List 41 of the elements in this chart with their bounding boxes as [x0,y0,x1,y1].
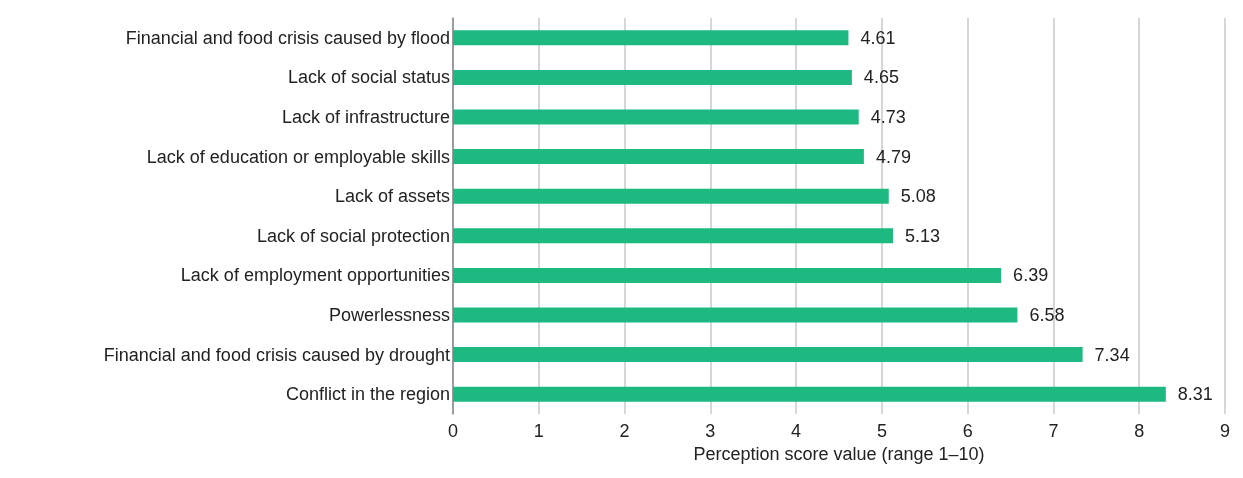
y-tick-label: Conflict in the region [285,384,450,405]
bar [453,386,1166,402]
x-tick-label: 7 [1048,421,1059,441]
y-tick-label: Lack of social protection [256,225,450,246]
bar [453,149,864,165]
x-tick-label: 6 [962,421,973,441]
data-label: 8.31 [1177,384,1213,405]
y-tick-label: Lack of employment opportunities [180,265,450,286]
bar [453,307,1018,323]
x-tick-label: 3 [705,421,716,441]
bar [453,30,849,46]
x-tick-label: 5 [876,421,887,441]
bar [453,109,859,125]
x-tick-label: 8 [1134,421,1145,441]
x-tick-label: 1 [533,421,544,441]
data-label: 5.13 [905,225,941,246]
x-tick-label: 2 [619,421,630,441]
bar [453,188,889,204]
y-tick-label: Financial and food crisis caused by drought [103,344,450,365]
y-tick-label: Lack of infrastructure [281,107,450,127]
data-label: 7.34 [1094,344,1130,365]
x-tick-label: 9 [1219,421,1231,441]
data-label: 6.39 [1013,265,1049,286]
y-tick-label: Lack of education or employable skills [146,146,450,167]
bar [453,347,1083,363]
data-label: 4.61 [860,27,896,48]
y-tick-label: Powerlessness [328,305,450,325]
data-label: 6.58 [1029,305,1065,325]
y-tick-label: Lack of social status [287,67,450,88]
y-tick-label: Lack of assets [334,186,450,207]
data-label: 4.79 [875,146,911,167]
data-label: 4.73 [870,107,906,127]
x-tick-label: 0 [447,421,459,441]
data-label: 4.65 [863,67,899,88]
bar [453,267,1002,283]
x-tick-label: 4 [791,421,802,441]
bar [453,228,894,244]
data-label: 5.08 [900,186,936,207]
y-tick-label: Financial and food crisis caused by flood [125,27,450,48]
x-axis-title: Perception score value (range 1–10) [693,443,985,464]
bar [453,69,852,85]
